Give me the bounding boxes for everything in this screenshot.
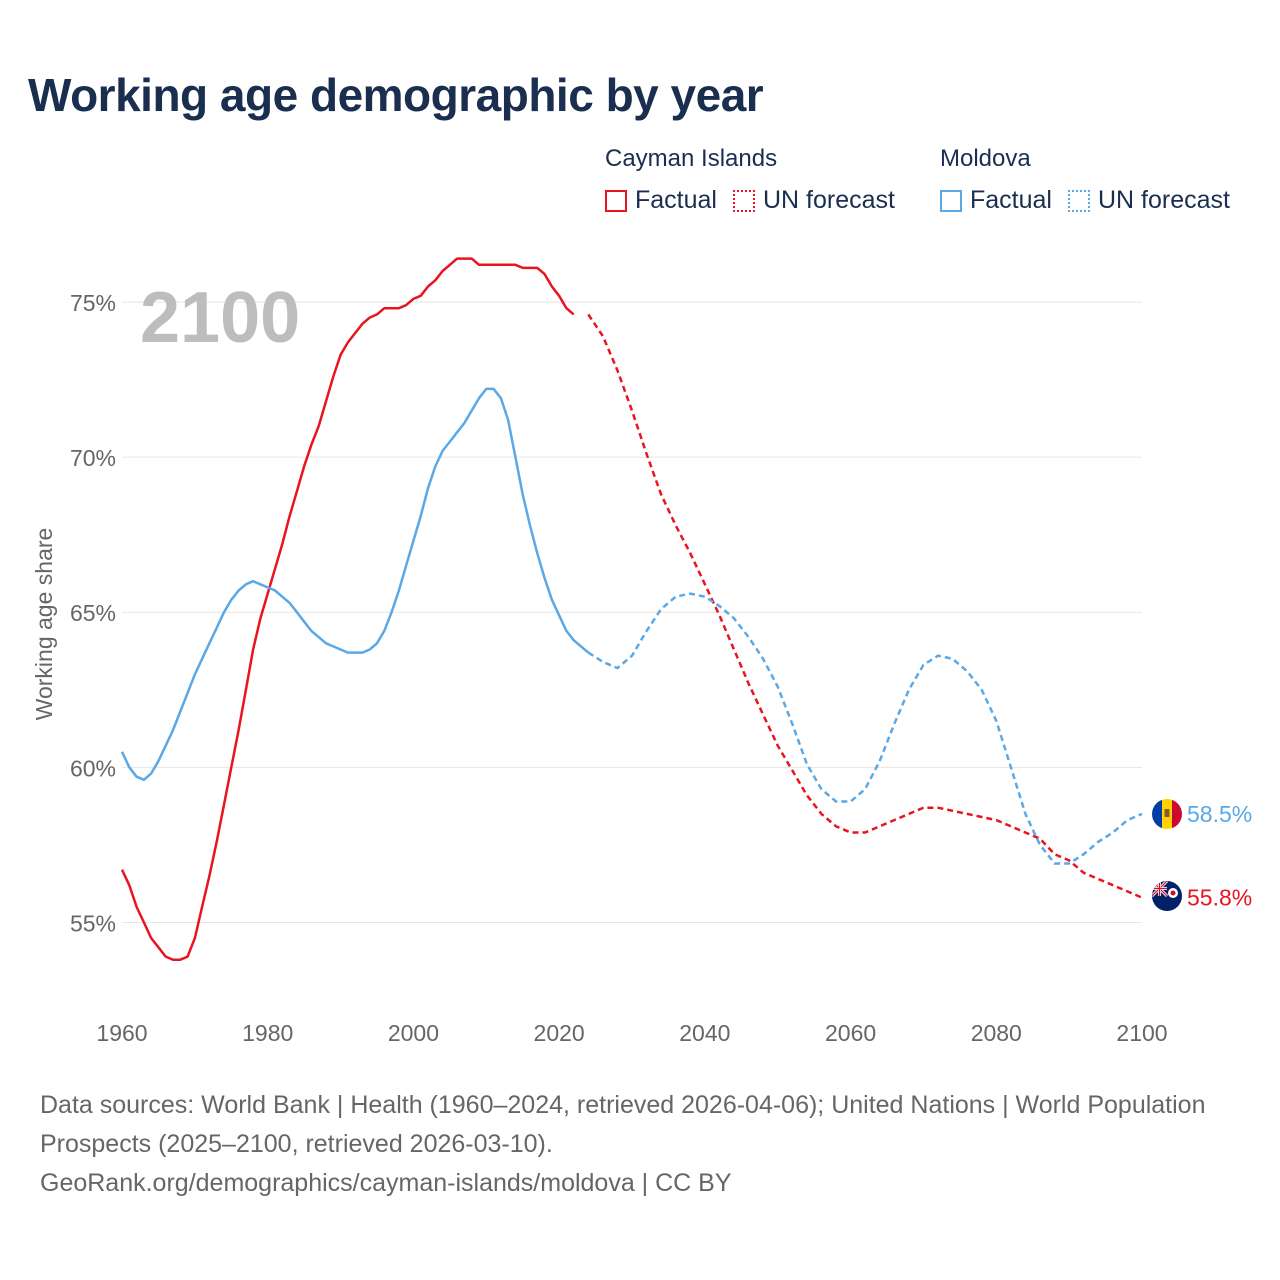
cayman-islands-flag-icon	[1152, 881, 1182, 911]
legend-label: Factual	[970, 186, 1052, 214]
x-tick-label: 2040	[679, 1020, 730, 1046]
cayman-islands-forecast-line[interactable]	[587, 313, 1143, 899]
chart-title: Working age demographic by year	[28, 69, 764, 121]
legend-swatch-dotted	[1067, 189, 1090, 212]
legend-item-moldova-factual[interactable]: Factual	[940, 186, 1052, 215]
source-line-2[interactable]: GeoRank.org/demographics/cayman-islands/…	[40, 1169, 732, 1197]
y-axis-label: Working age share	[31, 528, 57, 721]
x-tick-label: 2100	[1116, 1020, 1167, 1046]
legend-label: Factual	[635, 186, 717, 214]
x-tick-label: 1960	[96, 1020, 147, 1046]
legend-label: UN forecast	[1097, 186, 1230, 214]
legend-group-name: Moldova	[940, 145, 1031, 172]
x-tick-label: 1980	[242, 1020, 293, 1046]
moldova-flag-icon	[1152, 799, 1182, 829]
x-tick-label: 2060	[825, 1020, 876, 1046]
y-tick-label: 75%	[70, 290, 116, 316]
x-tick-label: 2000	[388, 1020, 439, 1046]
y-tick-label: 70%	[70, 445, 116, 471]
legend-swatch-solid	[940, 189, 962, 212]
x-tick-label: 2080	[971, 1020, 1022, 1046]
cayman-islands-end-label: 55.8%	[1187, 885, 1252, 911]
moldova-factual-line[interactable]	[120, 387, 590, 782]
legend-group-name: Cayman Islands	[605, 145, 778, 172]
line-chart: 2100 Working age share 55% 60% 65% 70% 75% 1…	[31, 257, 1252, 1046]
source-line-1: Data sources: World Bank | Health (1960–…	[40, 1091, 1206, 1158]
y-tick-label: 65%	[70, 600, 116, 626]
x-ticks: 1960 1980 2000 2020 2040 2060 2080 2100	[96, 1020, 1167, 1046]
legend-label: UN forecast	[762, 186, 895, 214]
legend-swatch-solid	[605, 189, 627, 212]
year-watermark: 2100	[140, 278, 300, 358]
y-ticks: 55% 60% 65% 70% 75%	[70, 290, 116, 936]
y-tick-label: 60%	[70, 755, 116, 781]
cayman-islands-factual-line[interactable]	[120, 257, 575, 961]
gridlines	[122, 301, 1142, 923]
moldova-forecast-line[interactable]	[587, 592, 1143, 865]
legend-group-cayman-islands: Cayman Islands Factual UN forecast	[605, 144, 911, 215]
legend-item-cayman-forecast[interactable]: UN forecast	[732, 186, 895, 215]
moldova-end-label: 58.5%	[1187, 801, 1252, 827]
legend-group-moldova: Moldova Factual UN forecast	[940, 144, 1246, 215]
x-tick-label: 2020	[534, 1020, 585, 1046]
legend-swatch-dotted	[732, 189, 755, 212]
end-labels: 55.8% 58.5%	[1187, 801, 1252, 911]
legend-item-cayman-factual[interactable]: Factual	[605, 186, 717, 215]
source-note: Data sources: World Bank | Health (1960–…	[40, 1086, 1250, 1203]
y-tick-label: 55%	[70, 910, 116, 936]
legend-item-moldova-forecast[interactable]: UN forecast	[1067, 186, 1230, 215]
end-markers	[1152, 799, 1182, 911]
series-lines	[120, 257, 1143, 961]
